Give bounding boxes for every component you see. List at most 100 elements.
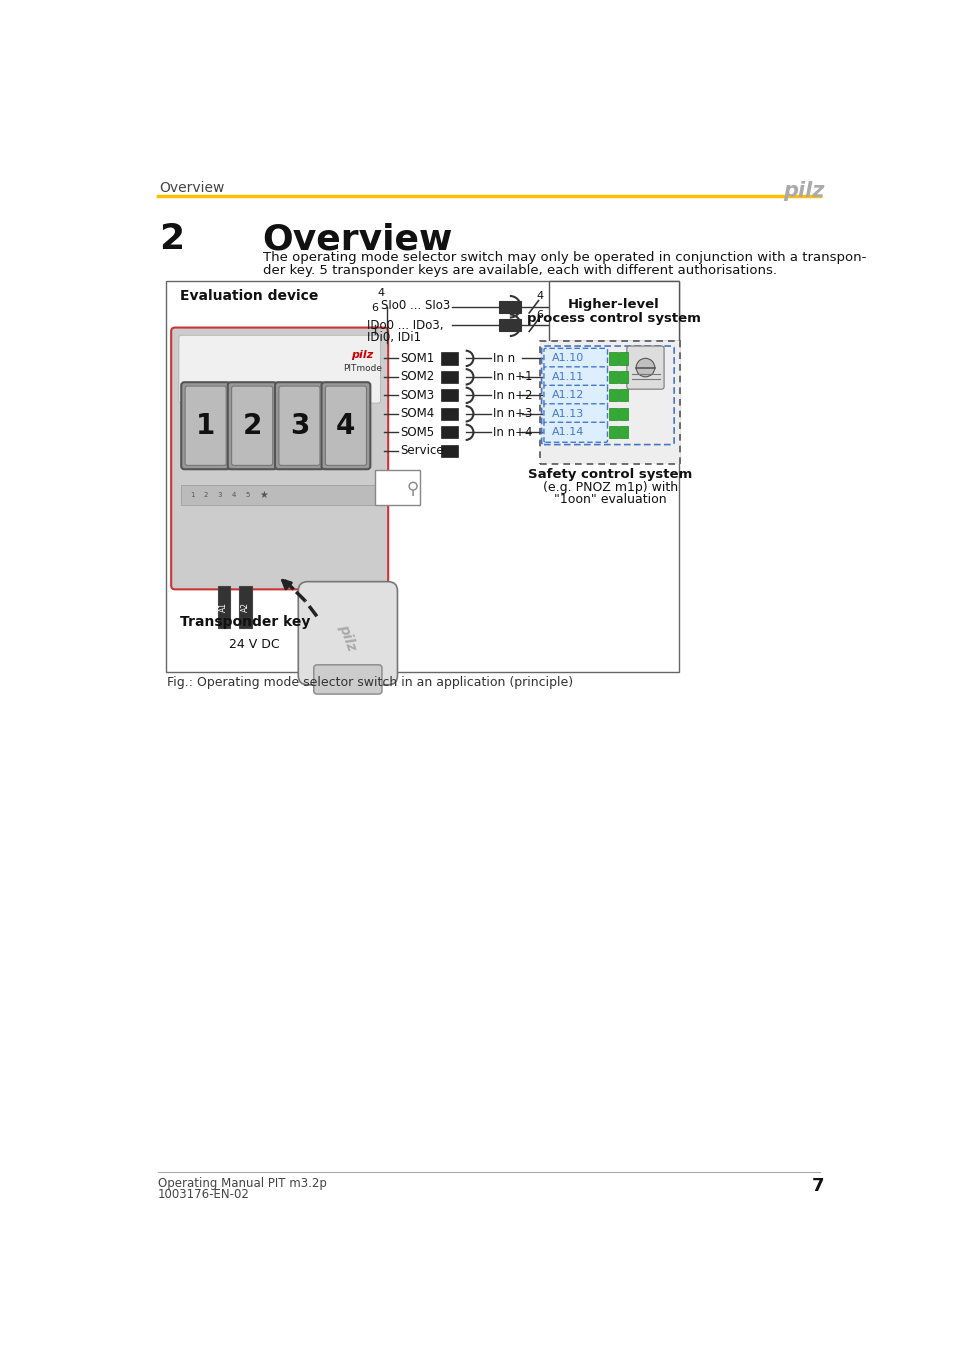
Text: A1: A1 bbox=[219, 602, 228, 612]
Bar bbox=[440, 408, 457, 420]
FancyBboxPatch shape bbox=[321, 382, 370, 470]
Text: 6: 6 bbox=[536, 309, 543, 320]
FancyBboxPatch shape bbox=[274, 382, 323, 470]
Text: ⚲: ⚲ bbox=[407, 481, 418, 498]
Text: The operating mode selector switch may only be operated in conjunction with a tr: The operating mode selector switch may o… bbox=[262, 251, 865, 265]
Text: 3: 3 bbox=[217, 491, 222, 498]
Bar bbox=[608, 389, 617, 401]
Text: In n: In n bbox=[493, 352, 515, 365]
FancyBboxPatch shape bbox=[314, 664, 381, 694]
Text: Higher-level: Higher-level bbox=[568, 298, 659, 312]
FancyBboxPatch shape bbox=[543, 404, 607, 424]
Text: 2: 2 bbox=[242, 412, 261, 440]
Text: Evaluation device: Evaluation device bbox=[179, 289, 317, 302]
FancyBboxPatch shape bbox=[185, 386, 226, 466]
FancyBboxPatch shape bbox=[298, 582, 397, 684]
Text: "1oon" evaluation: "1oon" evaluation bbox=[554, 493, 666, 506]
Text: (e.g. PNOZ m1p) with: (e.g. PNOZ m1p) with bbox=[542, 481, 677, 494]
Text: SOM3: SOM3 bbox=[399, 389, 434, 402]
FancyBboxPatch shape bbox=[543, 348, 607, 369]
Text: Overview: Overview bbox=[159, 181, 225, 196]
Text: A1.12: A1.12 bbox=[551, 390, 583, 401]
Text: In n+3: In n+3 bbox=[493, 408, 532, 420]
Text: 6: 6 bbox=[371, 304, 378, 313]
Text: 7: 7 bbox=[811, 1177, 823, 1195]
FancyBboxPatch shape bbox=[543, 367, 607, 387]
Text: Overview: Overview bbox=[262, 221, 453, 256]
Text: SOM5: SOM5 bbox=[399, 425, 434, 439]
Bar bbox=[618, 408, 627, 420]
Text: A1.14: A1.14 bbox=[551, 427, 583, 437]
Text: SOM1: SOM1 bbox=[399, 352, 434, 365]
Bar bbox=[440, 444, 457, 456]
Text: 1: 1 bbox=[195, 412, 215, 440]
Bar bbox=[375, 470, 419, 505]
Bar bbox=[498, 319, 520, 331]
Text: In n+4: In n+4 bbox=[493, 425, 532, 439]
FancyBboxPatch shape bbox=[171, 328, 388, 590]
Bar bbox=[440, 389, 457, 401]
Text: IDi0, IDi1: IDi0, IDi1 bbox=[367, 331, 421, 344]
Text: Safety control system: Safety control system bbox=[528, 468, 692, 482]
Text: 24 V DC: 24 V DC bbox=[229, 637, 279, 651]
Bar bbox=[440, 371, 457, 383]
Text: pilz: pilz bbox=[782, 181, 823, 201]
Bar bbox=[608, 371, 617, 383]
Bar bbox=[440, 427, 457, 439]
Text: A2: A2 bbox=[241, 602, 250, 612]
Text: pilz: pilz bbox=[351, 350, 374, 359]
Text: 2: 2 bbox=[204, 491, 208, 498]
Text: 4: 4 bbox=[377, 288, 384, 298]
FancyBboxPatch shape bbox=[325, 386, 366, 466]
FancyBboxPatch shape bbox=[278, 386, 319, 466]
Text: 4: 4 bbox=[232, 491, 236, 498]
Bar bbox=[608, 352, 617, 365]
Text: ★: ★ bbox=[259, 490, 268, 500]
Bar bbox=[618, 427, 627, 439]
Text: A1.13: A1.13 bbox=[551, 409, 583, 418]
FancyBboxPatch shape bbox=[228, 382, 276, 470]
Bar bbox=[181, 486, 377, 505]
FancyBboxPatch shape bbox=[181, 382, 230, 470]
Text: In n+1: In n+1 bbox=[493, 370, 532, 383]
Text: Operating Manual PIT m3.2p: Operating Manual PIT m3.2p bbox=[158, 1177, 327, 1189]
Bar bbox=[618, 389, 627, 401]
Text: A1.10: A1.10 bbox=[551, 354, 583, 363]
FancyBboxPatch shape bbox=[179, 335, 380, 404]
FancyBboxPatch shape bbox=[543, 385, 607, 405]
Text: IDo0 ... IDo3,: IDo0 ... IDo3, bbox=[367, 319, 443, 332]
Text: process control system: process control system bbox=[527, 312, 700, 325]
Bar bbox=[608, 408, 617, 420]
Bar bbox=[166, 281, 679, 672]
Bar bbox=[498, 301, 520, 313]
Text: In n+2: In n+2 bbox=[493, 389, 532, 402]
Text: 3: 3 bbox=[290, 412, 309, 440]
Bar bbox=[239, 586, 252, 628]
Text: A1.11: A1.11 bbox=[551, 371, 583, 382]
Text: 4: 4 bbox=[335, 412, 355, 440]
Text: 1: 1 bbox=[190, 491, 194, 498]
Text: SOM2: SOM2 bbox=[399, 370, 434, 383]
Bar bbox=[549, 281, 679, 340]
Text: Service: Service bbox=[399, 444, 443, 458]
Circle shape bbox=[636, 358, 654, 377]
Text: 5: 5 bbox=[246, 491, 250, 498]
Bar bbox=[440, 352, 457, 365]
Text: PITmode: PITmode bbox=[343, 364, 382, 373]
FancyBboxPatch shape bbox=[232, 386, 273, 466]
FancyBboxPatch shape bbox=[543, 423, 607, 443]
Bar bbox=[618, 371, 627, 383]
Bar bbox=[217, 586, 230, 628]
Text: pilz: pilz bbox=[336, 622, 358, 652]
Bar bbox=[618, 352, 627, 365]
Text: der key. 5 transponder keys are available, each with different authorisations.: der key. 5 transponder keys are availabl… bbox=[262, 263, 776, 277]
Text: 2: 2 bbox=[159, 221, 185, 256]
Text: SOM4: SOM4 bbox=[399, 408, 434, 420]
Text: SIo0 ... SIo3: SIo0 ... SIo3 bbox=[381, 298, 450, 312]
Bar bbox=[608, 427, 617, 439]
Text: 4: 4 bbox=[536, 292, 543, 301]
FancyBboxPatch shape bbox=[626, 346, 663, 389]
Text: 1003176-EN-02: 1003176-EN-02 bbox=[158, 1188, 250, 1202]
Text: Fig.: Operating mode selector switch in an application (principle): Fig.: Operating mode selector switch in … bbox=[167, 676, 573, 690]
Text: Transponder key: Transponder key bbox=[179, 614, 310, 629]
